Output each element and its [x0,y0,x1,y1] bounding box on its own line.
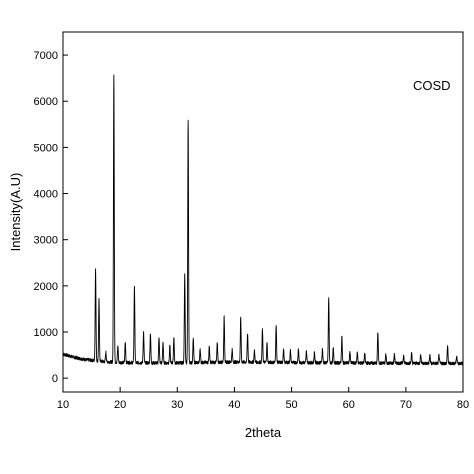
y-tick-label: 5000 [34,142,58,154]
x-axis-label: 2theta [245,425,282,440]
y-tick-label: 7000 [34,50,58,62]
x-tick-label: 10 [57,399,69,411]
x-tick-label: 20 [114,399,126,411]
y-tick-label: 6000 [34,96,58,108]
x-tick-label: 50 [285,399,297,411]
x-tick-label: 70 [400,399,412,411]
x-tick-label: 30 [171,399,183,411]
y-tick-label: 1000 [34,327,58,339]
y-tick-label: 0 [52,373,58,385]
y-tick-label: 3000 [34,235,58,247]
x-tick-label: 60 [343,399,355,411]
y-axis-ticks: 0 1000 2000 3000 4000 5000 6000 7000 [34,50,68,385]
plot-frame [62,31,464,393]
y-tick-label: 4000 [34,189,58,201]
x-tick-label: 40 [228,399,240,411]
series-line [62,74,464,366]
x-axis-ticks: 10 20 30 40 50 60 70 80 [57,387,469,411]
y-axis-label: Intensity(A.U) [8,173,23,252]
legend-label: COSD [413,78,451,93]
x-tick-label: 80 [457,399,469,411]
y-tick-label: 2000 [34,281,58,293]
